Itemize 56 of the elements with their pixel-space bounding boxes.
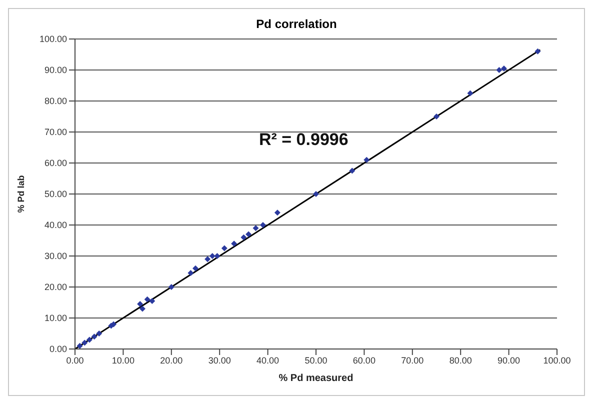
point [364, 156, 370, 163]
y-tick-label: 0.00 [49, 344, 67, 354]
y-axis-title: % Pd lab [16, 174, 26, 213]
y-tick-label: 30.00 [44, 251, 67, 262]
point [240, 234, 247, 240]
point [204, 256, 211, 262]
x-axis-title: % Pd measured [278, 373, 354, 384]
point [252, 225, 259, 232]
y-tick-label: 20.00 [44, 282, 67, 292]
point [91, 334, 98, 340]
y-tick-label: 50.00 [44, 189, 67, 200]
point [86, 336, 92, 343]
x-tick-label: 50.00 [304, 355, 328, 366]
y-tick-label: 100.00 [39, 34, 67, 44]
point [313, 191, 319, 197]
y-tick-label: 10.00 [44, 313, 67, 324]
point [192, 265, 198, 272]
x-tick-label: 60.00 [352, 355, 376, 366]
point [144, 296, 150, 302]
point [274, 210, 280, 216]
x-tick-label: 70.00 [401, 355, 424, 366]
point [500, 65, 507, 72]
point [188, 270, 194, 276]
x-tick-label: 90.00 [498, 355, 520, 366]
point [139, 306, 146, 312]
point [209, 253, 216, 259]
chart-title: Pd correlation [255, 17, 338, 31]
x-tick-label: 40.00 [256, 355, 280, 366]
point [76, 342, 83, 349]
point [149, 298, 156, 304]
point [246, 231, 252, 238]
y-tick-label: 40.00 [44, 220, 67, 230]
point [260, 222, 266, 228]
x-tick-label: 30.00 [208, 355, 231, 366]
annotation: R² = 0.9996 [259, 130, 348, 149]
x-tick-label: 10.00 [112, 355, 134, 366]
point [137, 301, 144, 308]
point [82, 340, 88, 346]
point [534, 48, 541, 54]
point [168, 284, 174, 290]
x-tick-label: 20.00 [160, 355, 183, 366]
y-tick-label: 60.00 [44, 158, 67, 168]
y-tick-label: 90.00 [44, 65, 67, 76]
point [214, 253, 220, 259]
point [496, 67, 502, 73]
x-tick-label: 0.00 [66, 355, 84, 366]
y-tick-label: 70.00 [44, 127, 67, 138]
point [434, 114, 440, 120]
y-tick-label: 80.00 [44, 96, 67, 106]
point [231, 240, 238, 247]
point [96, 330, 102, 336]
point [349, 168, 356, 174]
point [467, 90, 474, 96]
x-tick-label: 80.00 [449, 355, 472, 366]
point [221, 245, 228, 252]
x-tick-label: 100.00 [543, 355, 571, 366]
